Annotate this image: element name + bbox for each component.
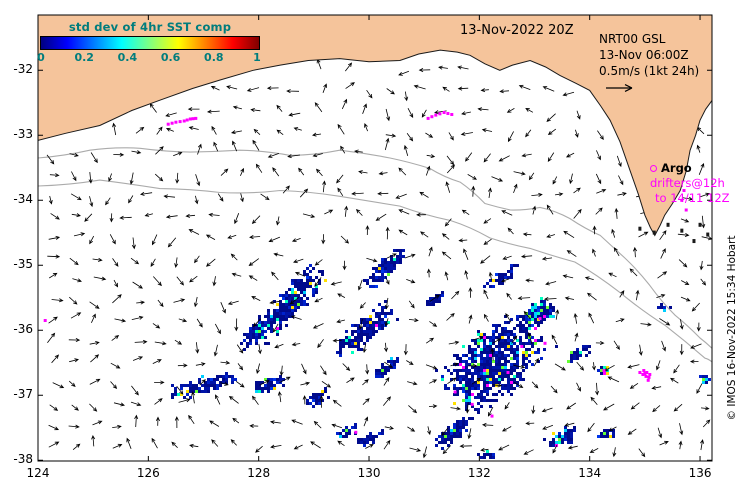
copyright-text: © IMOS 16-Nov-2022 15:34 Hobart	[726, 235, 738, 421]
valid-time-label: 13-Nov 06:00Z	[599, 48, 689, 62]
x-tick-label: 136	[688, 466, 712, 480]
y-tick-label: -33	[13, 127, 33, 142]
colorbar-tick-label: 0.4	[117, 51, 138, 64]
x-tick-label: 124	[26, 466, 50, 480]
current-vector-layer	[46, 58, 712, 459]
x-tick-label: 126	[136, 466, 160, 480]
colorbar-label: std dev of 4hr SST comp	[68, 20, 232, 34]
argo-float-icon	[650, 165, 657, 172]
land-mass	[38, 15, 712, 236]
y-tick-label: -38	[13, 452, 33, 467]
colorbar-tick-label: 0.6	[160, 51, 181, 64]
y-tick-label: -32	[13, 62, 33, 77]
island-layer	[638, 222, 710, 244]
sst-stddev-pixel-layer	[171, 249, 711, 459]
vector-scale-label: 0.5m/s (1kt 24h)	[599, 64, 700, 78]
y-tick-label: -34	[13, 192, 33, 207]
x-tick-label: 134	[578, 466, 602, 480]
x-tick-label: 130	[357, 466, 381, 480]
argo-drifter-legend: Argo drifters@12h to 14/11 12Z	[650, 161, 730, 206]
drifters-until-label: to 14/11 12Z	[655, 191, 730, 205]
drifter-marker-layer	[43, 111, 688, 434]
colorbar-tick-row: 0 0.2 0.4 0.6 0.8 1	[37, 50, 261, 64]
argo-label: Argo	[661, 161, 692, 175]
x-tick-label: 128	[247, 466, 271, 480]
y-tick-label: -36	[13, 322, 33, 337]
colorbar-tick-label: 0.2	[74, 51, 94, 64]
y-tick-label: -35	[13, 257, 33, 272]
drifters-label: drifters@12h	[650, 176, 725, 190]
colorbar-tick-label: 0	[37, 51, 45, 64]
argo-legend-row: Argo	[650, 161, 730, 176]
colorbar-tick-label: 1	[253, 51, 261, 64]
coastline	[38, 49, 712, 237]
colorbar: std dev of 4hr SST comp 0 0.2 0.4 0.6 0.8 1	[37, 20, 261, 64]
map-layers	[38, 15, 712, 461]
model-run-label: NRT00 GSL	[599, 32, 666, 46]
scale-arrow-icon	[606, 84, 633, 92]
colorbar-gradient-bar	[40, 36, 260, 50]
model-run-info: NRT00 GSL 13-Nov 06:00Z 0.5m/s (1kt 24h)	[599, 31, 699, 94]
colorbar-tick-label: 0.8	[204, 51, 224, 64]
timestamp-title: 13-Nov-2022 20Z	[460, 23, 574, 38]
axes-frame	[37, 14, 713, 462]
x-tick-label: 132	[467, 466, 491, 480]
y-tick-label: -37	[13, 387, 33, 402]
